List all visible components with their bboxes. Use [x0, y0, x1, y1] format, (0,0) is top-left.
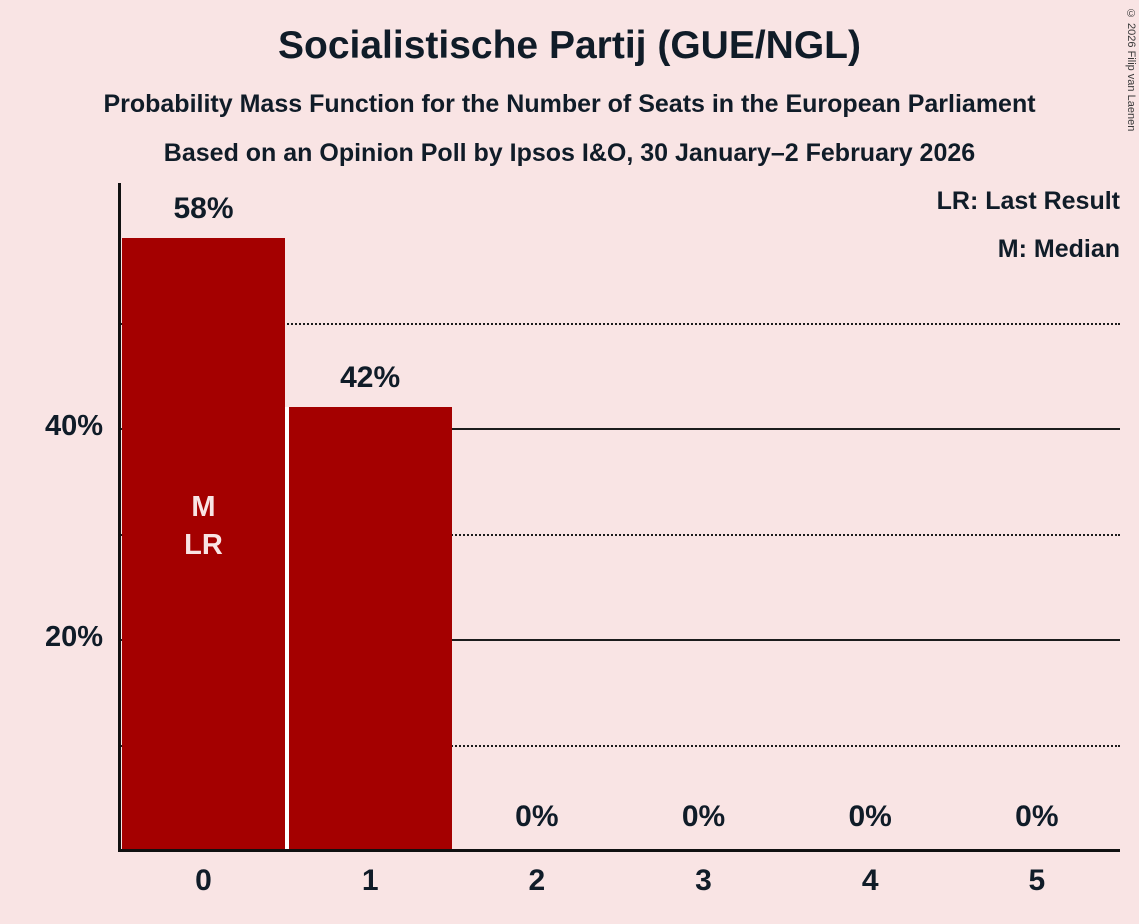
gridline-10pct [120, 744, 1120, 747]
x-tick-label-3: 3 [695, 864, 712, 897]
x-tick-label-1: 1 [361, 864, 379, 897]
bar-divider [284, 406, 289, 850]
plot-area: 20% 40% 58% M LR 0 42% 1 0% 2 0% 3 0% 4 0% 5 [45, 183, 1120, 897]
chart-title: Socialistische Partij (GUE/NGL) [278, 24, 861, 67]
bar-annotation-seats-0: M LR [122, 488, 285, 564]
y-tick-label-40: 40% [44, 410, 103, 442]
value-label-seats-2: 0% [515, 800, 559, 833]
chart-subtitle: Probability Mass Function for the Number… [103, 90, 1036, 118]
x-tick-label-5: 5 [1028, 864, 1046, 897]
legend-last-result: LR: Last Result [936, 187, 1120, 215]
y-axis-line [118, 183, 121, 852]
gridline-20pct [120, 639, 1120, 641]
x-tick-label-2: 2 [528, 864, 546, 897]
bar-annotation-line: M [191, 491, 216, 523]
gridline-50pct [120, 322, 1120, 325]
value-label-seats-3: 0% [681, 800, 726, 833]
value-label-seats-0: 58% [173, 192, 234, 226]
x-axis-line [118, 848, 1120, 852]
chart-subtitle-poll: Based on an Opinion Poll by Ipsos I&O, 3… [163, 139, 976, 167]
x-tick-label-4: 4 [861, 864, 879, 897]
bar-annotation-line: LR [184, 529, 223, 561]
copyright-notice: © 2026 Filip van Laenen [1125, 8, 1137, 132]
x-tick-label-0: 0 [195, 864, 212, 897]
value-label-seats-1: 42% [340, 360, 401, 394]
gridline-30pct [120, 533, 1120, 536]
gridline-40pct [120, 428, 1120, 430]
bar-seats-0 [122, 238, 285, 850]
value-label-seats-4: 0% [848, 800, 892, 833]
value-label-seats-5: 0% [1015, 800, 1059, 833]
legend-median: M: Median [997, 235, 1120, 263]
bar-seats-1 [288, 406, 452, 850]
y-tick-label-20: 20% [44, 621, 103, 653]
